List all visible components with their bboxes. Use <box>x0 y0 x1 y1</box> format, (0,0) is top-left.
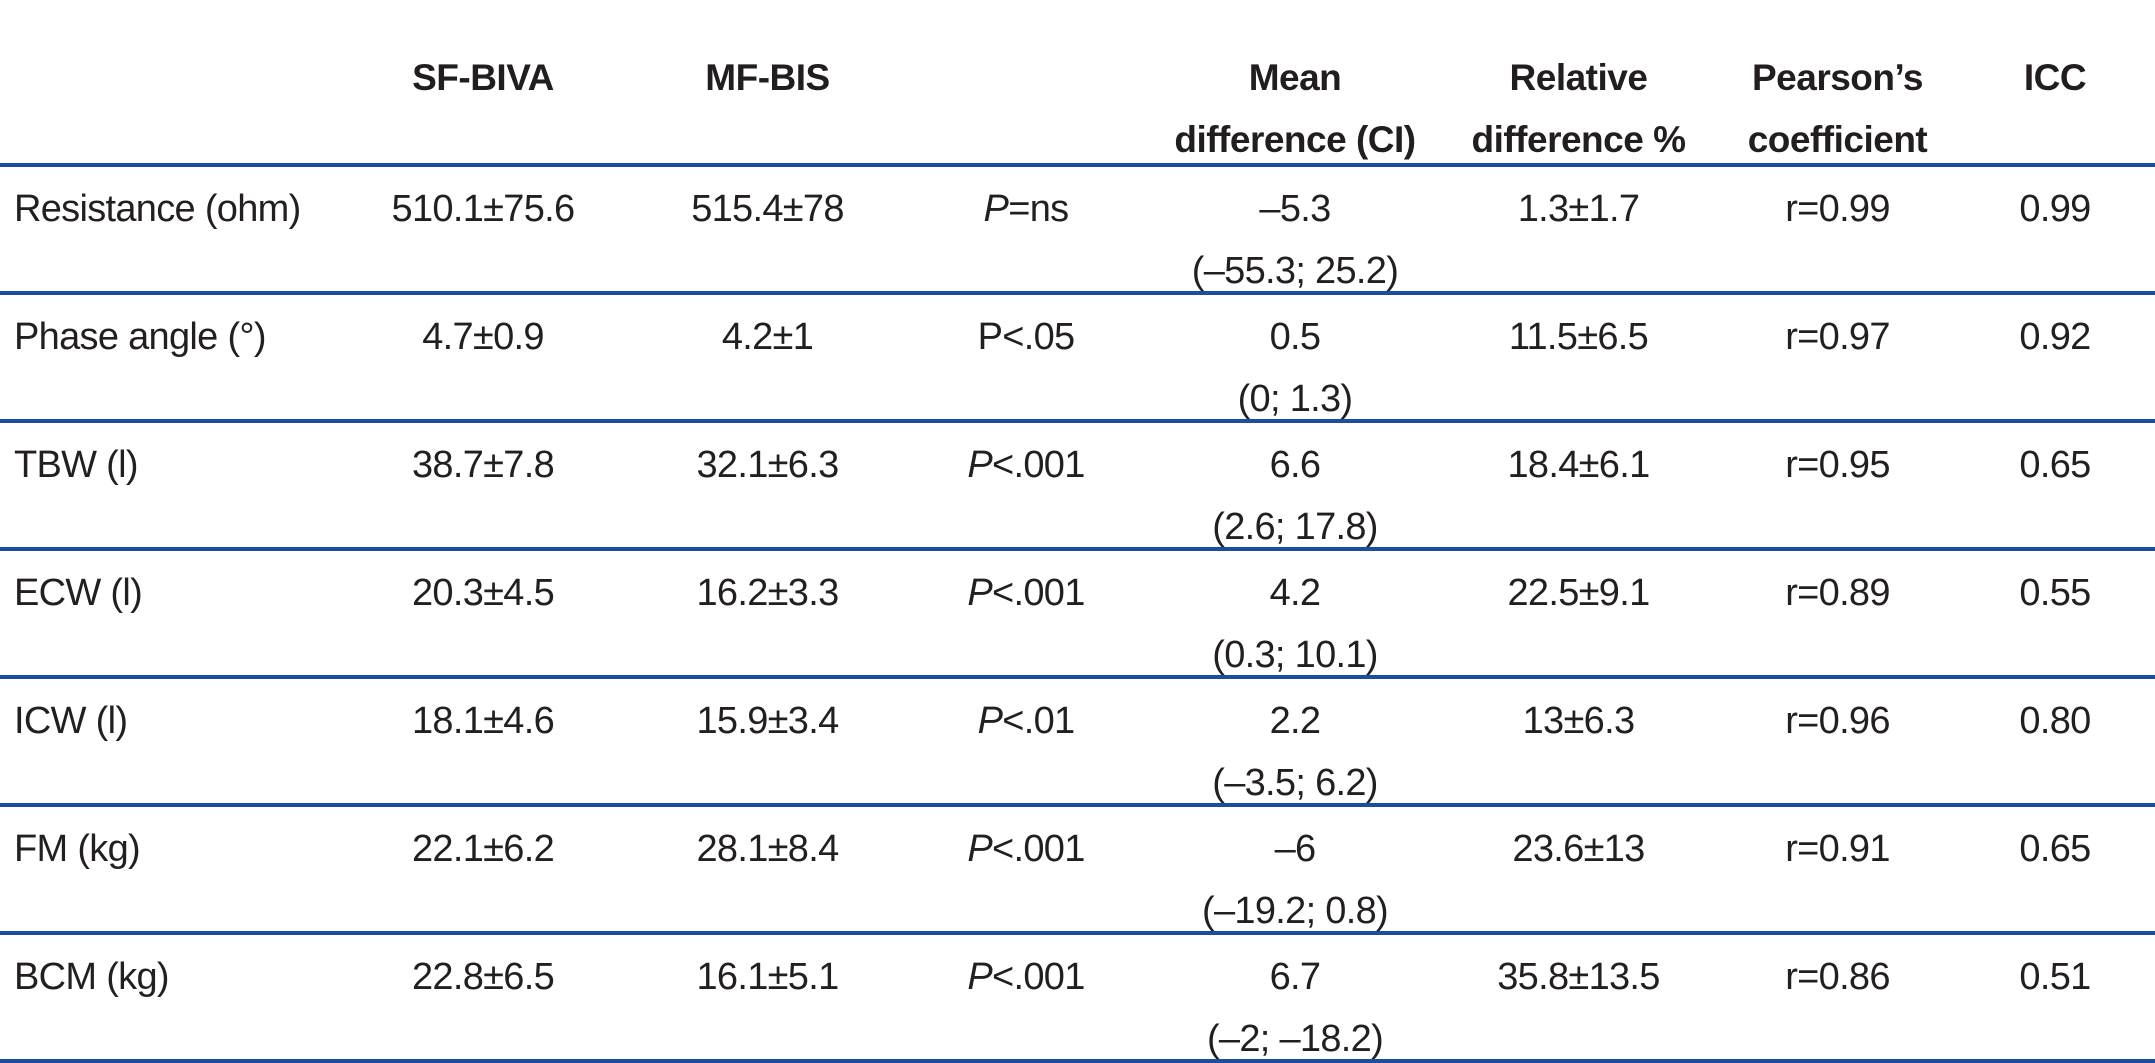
relative-difference-value: 18.4±6.1 <box>1507 443 1650 486</box>
mf-bis-value: 32.1±6.3 <box>696 443 839 486</box>
sf-biva-value: 510.1±75.6 <box>391 187 576 230</box>
mean-difference-value: 0.5 (0; 1.3) <box>1153 293 1437 421</box>
icc-value: 0.92 <box>2019 315 2091 358</box>
column-header-mf-bis: MF-BIS <box>705 57 830 98</box>
column-header-mean-difference: Mean difference (CI) <box>1174 57 1416 160</box>
row-label: FM (kg) <box>14 827 141 870</box>
p-value: P <.001 <box>967 443 1085 486</box>
mf-bis-value: 515.4±78 <box>691 187 844 230</box>
mf-bis-value: 28.1±8.4 <box>696 827 839 870</box>
column-header-sf-biva: SF-BIVA <box>412 57 554 98</box>
sf-biva-value: 22.1±6.2 <box>411 827 555 870</box>
table-row-phase-angle: Phase angle (°) 4.7±0.9 4.2±1 P <.05 0.5(… <box>0 293 2155 421</box>
relative-difference-value: 11.5±6.5 <box>1508 315 1649 358</box>
p-value: P <.001 <box>967 571 1085 614</box>
relative-difference-value: 35.8±13.5 <box>1497 955 1660 998</box>
header-row: SF-BIVA MF-BIS Mean difference (CI) Rela… <box>0 0 2155 165</box>
table-row-fm: FM (kg) 22.1±6.2 28.1±8.4 P <.001 –6 (–19.… <box>0 805 2155 933</box>
row-label: ECW (l) <box>14 571 143 614</box>
table-row-tbw: TBW (l) 38.7±7.8 32.1±6.3 P <.001 6.6 (2.6… <box>0 421 2155 549</box>
sf-biva-value: 18.1±4.6 <box>411 699 555 742</box>
icc-value: 0.99 <box>2019 187 2091 230</box>
confidence-interval: (2.6; 17.8) <box>1212 505 1378 548</box>
confidence-interval: (–2; –18.2) <box>1206 1017 1384 1060</box>
sf-biva-value: 20.3±4.5 <box>411 571 555 614</box>
mf-bis-value: 16.1±5.1 <box>696 955 839 998</box>
column-header-icc: ICC <box>2023 57 2087 98</box>
pearson-value: r=0.89 <box>1785 571 1890 614</box>
table-row-icw: ICW (l) 18.1±4.6 15.9±3.4 P <.01 2.2 (–3.5… <box>0 677 2155 805</box>
table-header: SF-BIVA MF-BIS Mean difference (CI) Rela… <box>0 0 2155 165</box>
column-header-pearsons-coefficient: Pearson’s coefficient <box>1747 57 1928 160</box>
mean-difference-value: –5.3 (–55.3; 25.2) <box>1153 165 1437 293</box>
pearson-value: r=0.86 <box>1785 955 1890 998</box>
relative-difference-value: 22.5±9.1 <box>1507 571 1650 614</box>
sf-biva-value: 38.7±7.8 <box>411 443 555 486</box>
mean-difference-value: 4.2 (0.3; 10.1) <box>1153 549 1437 677</box>
mean-difference-value: 6.6 (2.6; 17.8) <box>1153 421 1437 549</box>
row-label: Phase angle (°) <box>14 315 267 358</box>
table-row-ecw: ECW (l) 20.3±4.5 16.2±3.3 P <.001 4.2 (0.3… <box>0 549 2155 677</box>
confidence-interval: (0; 1.3) <box>1237 377 1353 420</box>
sf-biva-value: 4.7±0.9 <box>422 315 544 358</box>
row-label: Resistance (ohm) <box>14 187 301 230</box>
column-header-relative-difference: Relative difference % <box>1471 57 1686 160</box>
column-header-empty <box>0 0 330 165</box>
pearson-value: r=0.97 <box>1785 315 1890 358</box>
pearson-value: r=0.96 <box>1785 699 1890 742</box>
pearson-value: r=0.91 <box>1785 827 1890 870</box>
row-label: TBW (l) <box>14 443 139 486</box>
confidence-interval: (–3.5; 6.2) <box>1212 761 1378 804</box>
confidence-interval: (0.3; 10.1) <box>1212 633 1378 676</box>
icc-value: 0.65 <box>2019 827 2091 870</box>
pearson-value: r=0.95 <box>1785 443 1890 486</box>
column-header-pvalue-empty <box>899 0 1153 165</box>
p-value: P =ns <box>983 187 1070 230</box>
mf-bis-value: 4.2±1 <box>721 315 814 358</box>
relative-difference-value: 13±6.3 <box>1522 699 1635 742</box>
p-value: P <.001 <box>967 827 1085 870</box>
icc-value: 0.65 <box>2019 443 2091 486</box>
icc-value: 0.51 <box>2019 955 2091 998</box>
table-row-resistance: Resistance (ohm) 510.1±75.6 515.4±78 P =n… <box>0 165 2155 293</box>
mean-difference-value: –6 (–19.2; 0.8) <box>1153 805 1437 933</box>
p-value: P <.05 <box>977 315 1076 358</box>
mf-bis-value: 16.2±3.3 <box>696 571 839 614</box>
table-row-bcm: BCM (kg) 22.8±6.5 16.1±5.1 P <.001 6.7 (–2… <box>0 933 2155 1061</box>
sf-biva-value: 22.8±6.5 <box>411 955 555 998</box>
icc-value: 0.55 <box>2019 571 2091 614</box>
confidence-interval: (–55.3; 25.2) <box>1191 249 1399 292</box>
pearson-value: r=0.99 <box>1785 187 1890 230</box>
row-label: ICW (l) <box>14 699 128 742</box>
table-body: Resistance (ohm) 510.1±75.6 515.4±78 P =n… <box>0 165 2155 1061</box>
p-value: P <.01 <box>977 699 1076 742</box>
mean-difference-value: 2.2 (–3.5; 6.2) <box>1153 677 1437 805</box>
p-value: P <.001 <box>967 955 1085 998</box>
confidence-interval: (–19.2; 0.8) <box>1202 889 1389 932</box>
relative-difference-value: 23.6±13 <box>1512 827 1645 870</box>
mf-bis-value: 15.9±3.4 <box>696 699 839 742</box>
row-label: BCM (kg) <box>14 955 170 998</box>
icc-value: 0.80 <box>2019 699 2091 742</box>
relative-difference-value: 1.3±1.7 <box>1517 187 1640 230</box>
mean-difference-value: 6.7 (–2; –18.2) <box>1153 933 1437 1061</box>
